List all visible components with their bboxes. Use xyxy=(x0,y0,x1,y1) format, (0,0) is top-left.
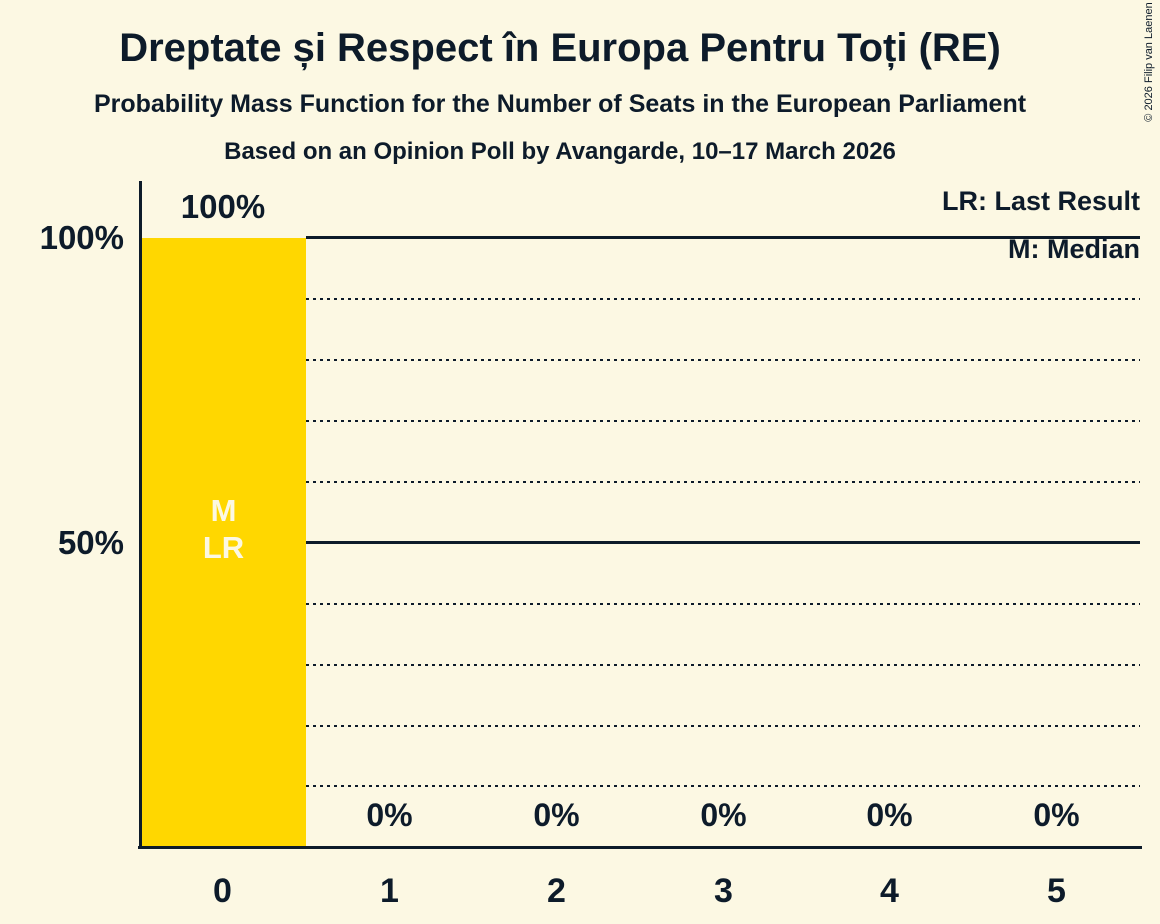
x-axis-line xyxy=(138,846,1142,849)
chart-subtitle: Probability Mass Function for the Number… xyxy=(93,90,1027,118)
bar-median-lastresult-annotation: M LR xyxy=(141,492,306,566)
gridline-80pct xyxy=(306,359,1140,361)
copyright-notice: © 2026 Filip van Laenen xyxy=(1143,2,1155,122)
x-tick-label-5: 5 xyxy=(1047,872,1066,910)
legend-median: M: Median xyxy=(1008,234,1140,264)
median-marker: M xyxy=(210,493,237,528)
legend-last-result: LR: Last Result xyxy=(941,186,1140,216)
x-tick-label-1: 1 xyxy=(380,872,399,910)
bar-value-label-0: 100% xyxy=(180,188,266,225)
gridline-30pct xyxy=(306,664,1140,666)
gridline-10pct xyxy=(306,785,1140,787)
bar-value-label-1: 0% xyxy=(366,797,413,833)
bar-value-label-5: 0% xyxy=(1033,797,1080,833)
bar-value-label-3: 0% xyxy=(700,797,747,833)
y-tick-label-50: 50% xyxy=(57,524,124,561)
last-result-marker: LR xyxy=(202,530,245,565)
x-tick-label-4: 4 xyxy=(880,872,899,910)
bar-value-label-4: 0% xyxy=(866,797,913,833)
x-tick-label-3: 3 xyxy=(714,872,733,910)
y-axis-line xyxy=(139,181,142,849)
x-tick-label-0: 0 xyxy=(213,872,232,910)
gridline-20pct xyxy=(306,725,1140,727)
chart-title: Dreptate și Respect în Europa Pentru Toț… xyxy=(119,26,1001,70)
gridline-70pct xyxy=(306,420,1140,422)
x-tick-label-2: 2 xyxy=(547,872,566,910)
bar-seats-0 xyxy=(141,238,306,846)
gridline-50pct xyxy=(306,541,1140,544)
gridline-40pct xyxy=(306,603,1140,605)
gridline-100pct xyxy=(306,236,1140,239)
gridline-90pct xyxy=(306,298,1140,300)
gridline-60pct xyxy=(306,481,1140,483)
chart-source-line: Based on an Opinion Poll by Avangarde, 1… xyxy=(224,138,896,165)
y-tick-label-100: 100% xyxy=(39,219,124,256)
bar-value-label-2: 0% xyxy=(533,797,580,833)
